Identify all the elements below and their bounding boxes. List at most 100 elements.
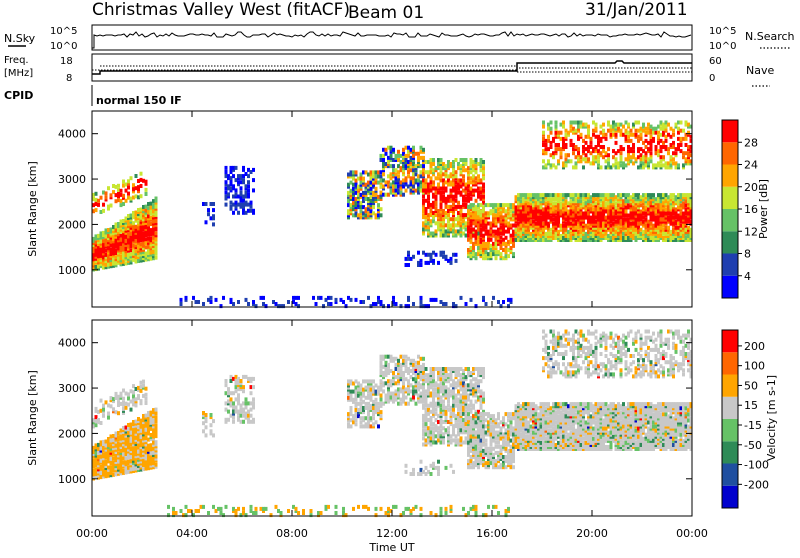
power-cell	[534, 225, 538, 230]
nsky-panel: N.Sky 10^5 10^0 10^5 10^0 N.Search	[4, 24, 795, 52]
power-cell	[427, 221, 430, 226]
velocity-cell	[232, 376, 235, 381]
power-cell	[544, 205, 548, 210]
power-cell	[279, 304, 283, 309]
power-cell	[479, 250, 483, 255]
power-cell	[447, 213, 450, 218]
power-cell	[579, 209, 583, 214]
power-cell	[619, 163, 623, 168]
power-cell	[504, 215, 508, 220]
velocity-cell	[367, 379, 370, 384]
velocity-cell	[122, 396, 125, 401]
power-cell	[119, 244, 123, 248]
power-cell	[609, 201, 613, 206]
power-cell	[617, 203, 620, 208]
power-cell	[482, 166, 485, 171]
power-cell	[549, 227, 553, 232]
power-cell	[409, 164, 413, 169]
velocity-cell	[147, 437, 150, 442]
power-cell	[94, 267, 98, 272]
velocity-cell	[247, 409, 250, 414]
power-cell	[472, 182, 475, 187]
velocity-cell	[114, 472, 118, 477]
power-cell	[122, 202, 125, 206]
power-cell	[597, 205, 600, 210]
power-cell	[612, 124, 615, 129]
velocity-cell	[119, 391, 123, 396]
power-cell	[452, 252, 455, 257]
power-cell	[657, 215, 660, 220]
power-cell	[542, 143, 545, 147]
power-cell	[619, 225, 623, 230]
power-cell	[429, 184, 433, 189]
power-cell	[447, 227, 450, 232]
power-cell	[674, 122, 678, 127]
power-cell	[117, 232, 120, 237]
power-cell	[99, 195, 103, 200]
power-cell	[129, 217, 133, 222]
power-cell	[597, 201, 600, 206]
power-cell	[294, 302, 298, 306]
power-cell	[534, 201, 538, 206]
power-cell	[144, 237, 148, 242]
power-cell	[677, 205, 680, 210]
power-cell	[507, 215, 510, 220]
power-cell	[287, 300, 290, 304]
velocity-cell	[244, 413, 248, 418]
power-cell	[577, 126, 580, 131]
power-cell	[387, 192, 390, 197]
power-cell	[594, 234, 598, 238]
power-cell	[682, 201, 685, 206]
power-cell	[599, 165, 603, 170]
power-cell	[104, 265, 108, 270]
velocity-cell	[102, 452, 105, 457]
power-cell	[602, 221, 605, 226]
power-cell	[684, 207, 688, 212]
power-cell	[374, 176, 378, 181]
power-cell	[124, 182, 128, 187]
power-cell	[492, 203, 495, 208]
power-cell	[434, 229, 438, 234]
power-cell	[657, 195, 660, 200]
power-cell	[142, 231, 145, 236]
power-cell	[542, 130, 545, 135]
power-cell	[352, 213, 355, 218]
power-cell	[674, 215, 678, 220]
velocity-cell	[139, 434, 143, 439]
power-cell	[682, 155, 685, 160]
power-cell	[562, 223, 565, 228]
power-cell	[622, 209, 625, 214]
power-cell	[294, 295, 298, 300]
power-cell	[689, 134, 693, 139]
velocity-cell	[147, 456, 150, 460]
power-cell	[502, 300, 505, 304]
power-cell	[682, 128, 685, 133]
power-cell	[594, 201, 598, 206]
power-cell	[204, 202, 208, 206]
power-cell	[589, 151, 593, 156]
velocity-cell	[239, 407, 243, 412]
power-cell	[377, 203, 380, 208]
power-cell	[584, 209, 588, 214]
power-cell	[664, 120, 668, 125]
power-cell	[689, 229, 693, 234]
power-cell	[374, 170, 378, 175]
power-cell	[647, 238, 650, 242]
power-cell	[667, 215, 670, 220]
power-cell	[627, 124, 630, 129]
power-cell	[434, 196, 438, 201]
velocity-cell	[94, 467, 98, 472]
power-cell	[602, 225, 605, 230]
power-cell	[602, 122, 605, 127]
velocity-cell	[124, 460, 128, 465]
power-cell	[382, 184, 385, 189]
power-cell	[492, 209, 495, 214]
power-cell	[614, 219, 618, 224]
velocity-cell	[382, 364, 385, 369]
velocity-cell	[229, 379, 233, 383]
power-cell	[659, 234, 663, 238]
power-cell	[544, 209, 548, 214]
power-cell	[639, 157, 643, 162]
power-cell	[624, 205, 628, 210]
power-cell	[619, 234, 623, 238]
